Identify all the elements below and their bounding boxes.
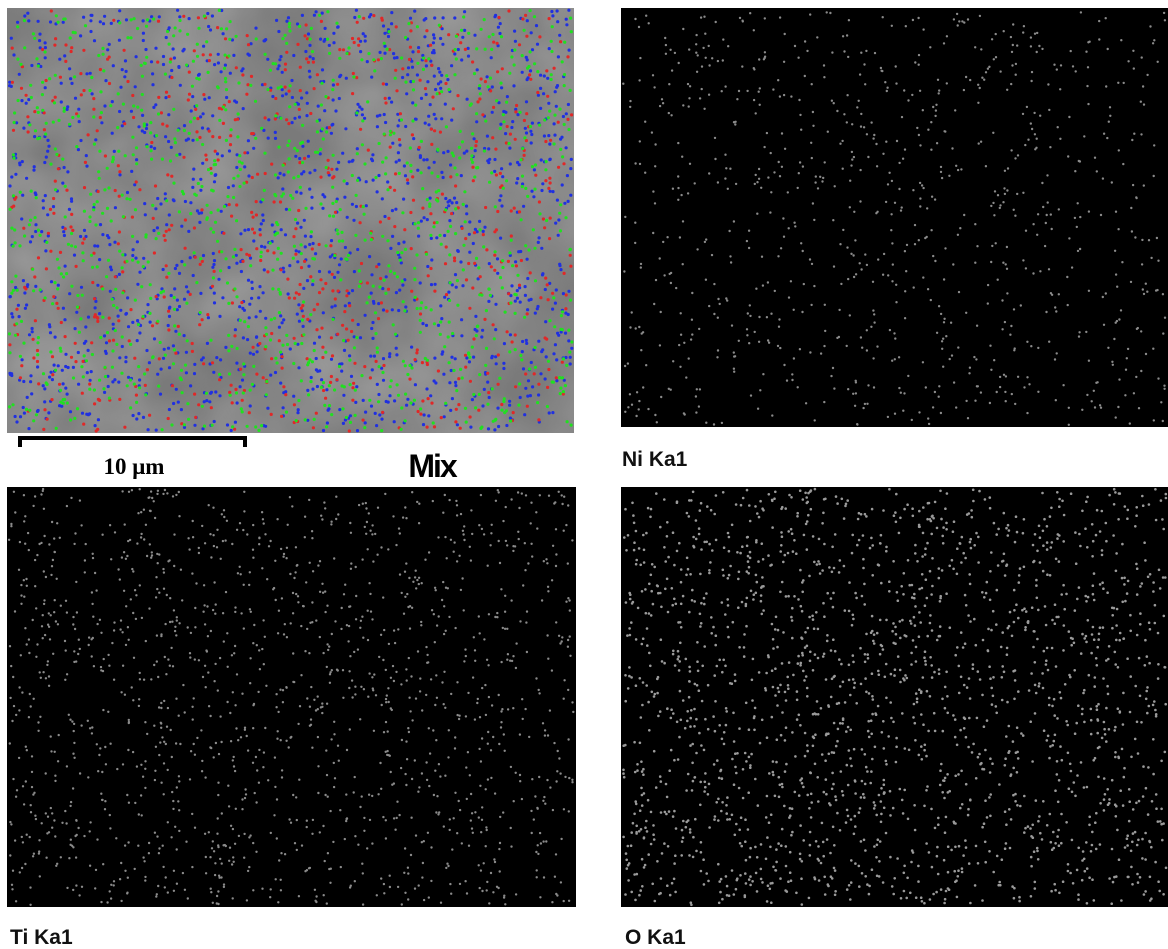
figure: 10 μm Mix Ni Ka1 Ti Ka1 O Ka1 — [0, 0, 1168, 949]
mix-texture — [7, 8, 574, 433]
scale-bar-label: 10 μm — [104, 454, 165, 479]
panel-label: Ni Ka1 — [622, 448, 688, 471]
scale-bar — [18, 436, 247, 447]
ni-map — [621, 8, 1168, 427]
panel-label: Mix — [408, 448, 458, 484]
o-map — [621, 487, 1168, 907]
ti-map — [7, 487, 576, 907]
panel-label: O Ka1 — [625, 926, 686, 949]
panel-label: Ti Ka1 — [10, 926, 73, 949]
